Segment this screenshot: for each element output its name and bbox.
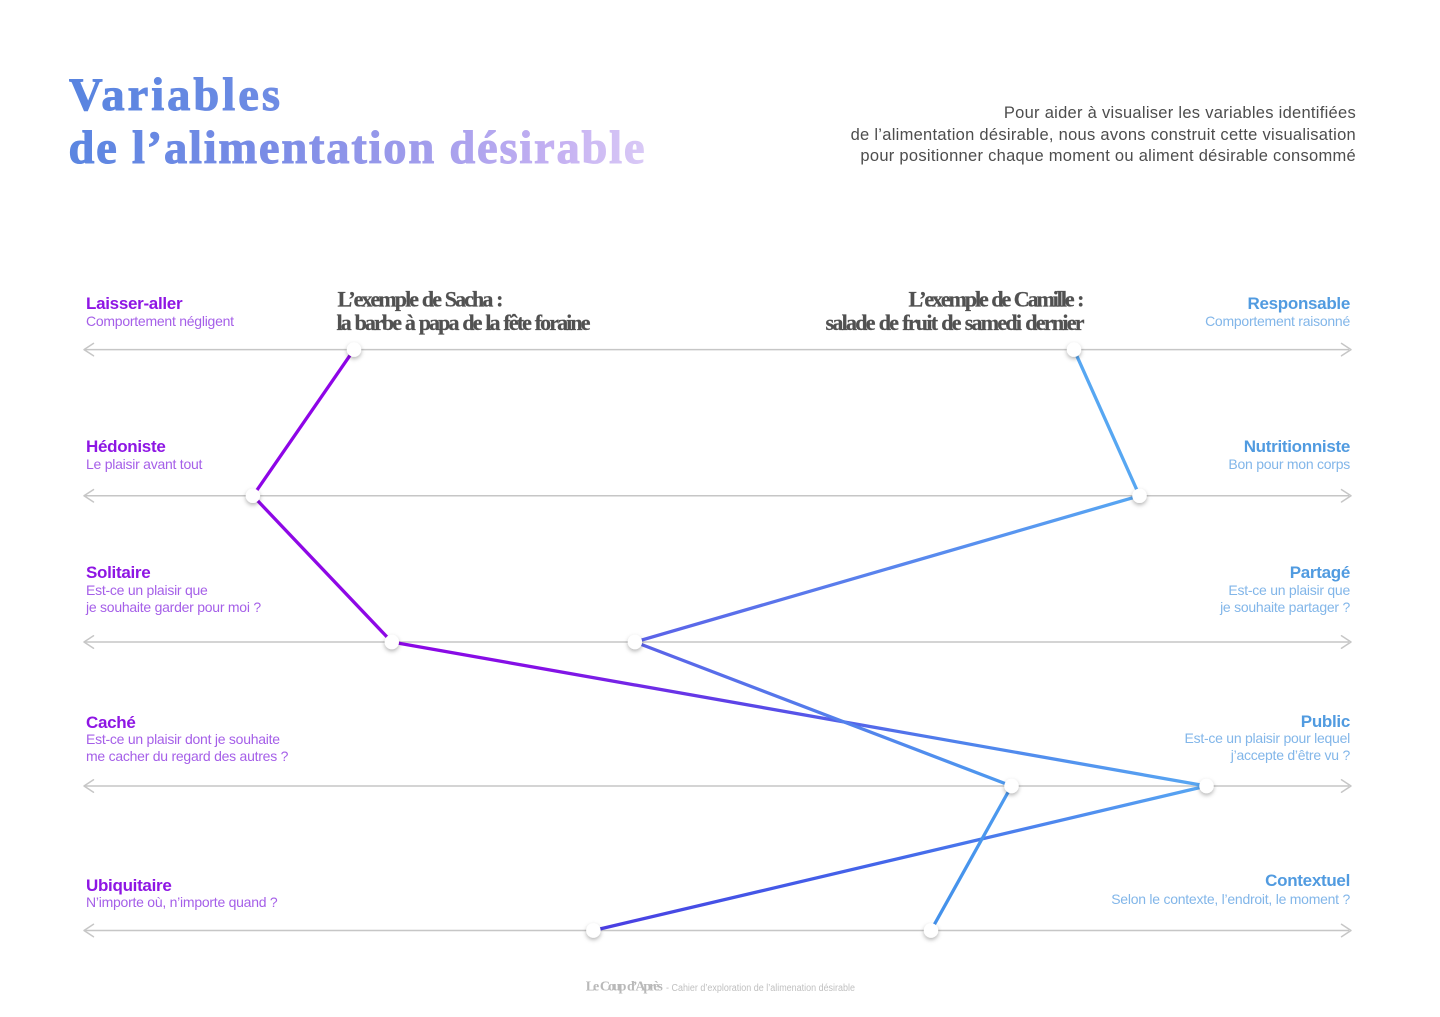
- svg-text:Variables: Variables: [69, 70, 280, 121]
- svg-text:- Cahier d’exploration de l’al: - Cahier d’exploration de l’alimenation …: [666, 983, 855, 994]
- svg-text:L’exemple de Sacha :: L’exemple de Sacha :: [338, 287, 504, 312]
- svg-text:de l’alimentation désirable: de l’alimentation désirable: [69, 123, 645, 174]
- svg-text:Le Coup d’Après: Le Coup d’Après: [586, 980, 664, 995]
- svg-text:salade de fruit de samedi dern: salade de fruit de samedi dernier: [826, 310, 1085, 335]
- svg-text:la barbe à papa de la fête for: la barbe à papa de la fête foraine: [337, 310, 591, 335]
- svg-text:L’exemple de Camille :: L’exemple de Camille :: [909, 287, 1085, 312]
